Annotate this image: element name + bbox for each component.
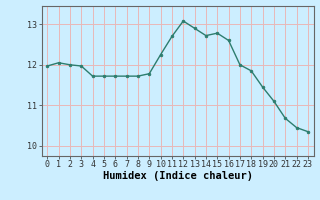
X-axis label: Humidex (Indice chaleur): Humidex (Indice chaleur)	[103, 171, 252, 181]
